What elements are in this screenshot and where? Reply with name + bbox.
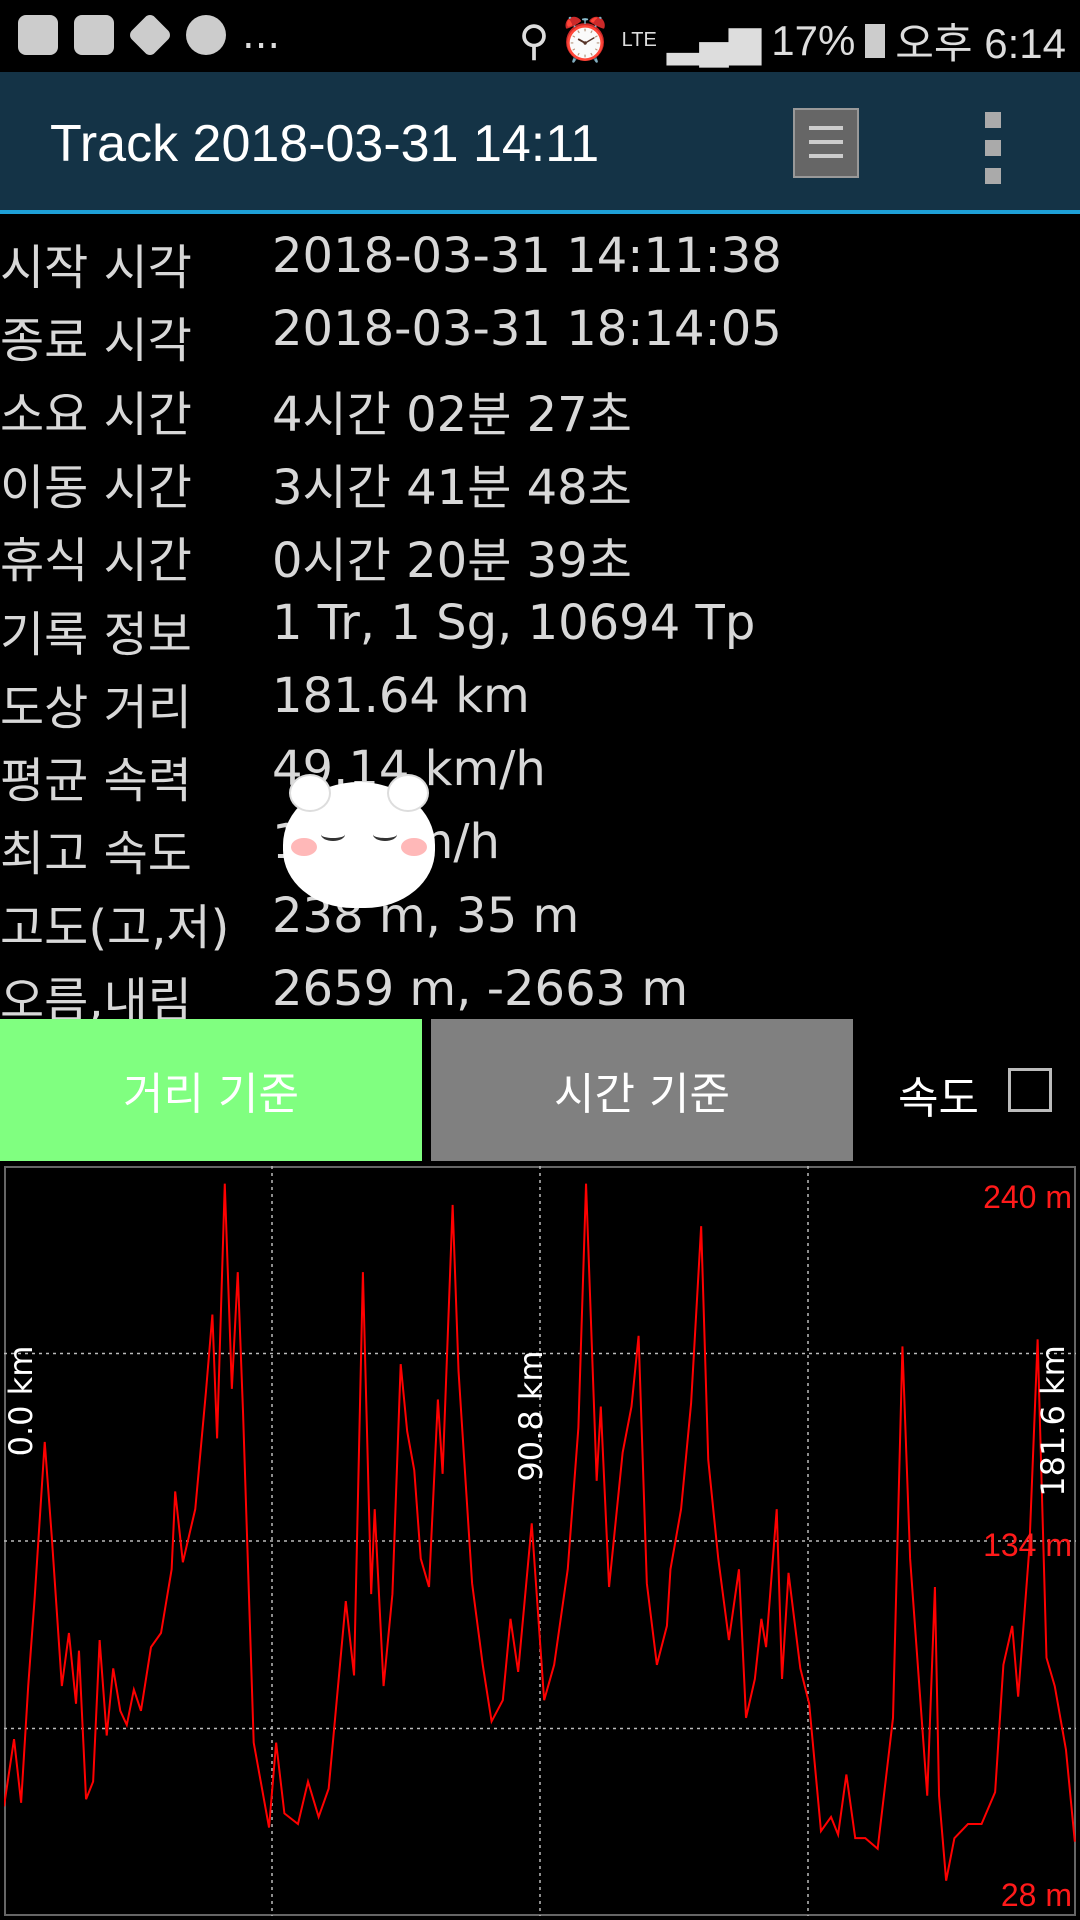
info-label: 기록 정보 <box>0 606 192 663</box>
more-vert-icon[interactable] <box>985 112 1005 196</box>
battery-percent: 17% <box>771 16 856 64</box>
elevation-chart: 0.0 km 90.8 km 181.6 km 240 m 134 m 28 m <box>4 1166 1076 1916</box>
info-label: 이동 시간 <box>0 459 192 516</box>
battery-icon <box>865 23 886 58</box>
clock: 오후 6:14 <box>895 20 1066 67</box>
info-value: 181.64 km <box>272 667 530 724</box>
y-tick-label: 28 m <box>1001 1877 1072 1913</box>
info-value: 2018-03-31 18:14:05 <box>272 301 782 358</box>
distance-basis-button[interactable]: 거리 기준 <box>0 1019 422 1161</box>
uplus-icon <box>18 15 58 55</box>
info-value: 3시간 41분 48초 <box>272 459 632 516</box>
speed-label: 속도 <box>898 1073 979 1124</box>
x-tick-label: 181.6 km <box>1034 1345 1072 1496</box>
elevation-line <box>4 1183 1076 1881</box>
info-label: 도상 거리 <box>0 679 192 736</box>
page-title: Track 2018-03-31 14:11 <box>50 115 600 173</box>
info-value: 0시간 20분 39초 <box>272 533 632 590</box>
info-value: 1 Tr, 1 Sg, 10694 Tp <box>272 594 756 651</box>
signal-icon: ▂▄▆ <box>666 17 762 64</box>
speed-checkbox[interactable] <box>1008 1068 1052 1112</box>
info-label: 평균 속력 <box>0 753 192 810</box>
y-tick-label: 240 m <box>983 1179 1072 1215</box>
network-type: LTE <box>621 29 657 51</box>
kakaotalk-icon <box>186 15 226 55</box>
navigation-icon <box>127 12 173 58</box>
x-tick-label: 90.8 km <box>512 1350 550 1481</box>
info-label: 휴식 시간 <box>0 533 192 590</box>
info-label: 소요 시간 <box>0 386 192 443</box>
info-value: 2659 m, -2663 m <box>272 961 689 1017</box>
info-label: 고도(고,저) <box>0 899 230 956</box>
alarm-icon: ⏰ <box>559 16 612 63</box>
x-tick-label: 0.0 km <box>4 1346 40 1457</box>
info-label: 종료 시각 <box>0 313 192 370</box>
list-icon[interactable] <box>793 108 859 178</box>
status-bar: ... ⚲ ⏰ LTE ▂▄▆ 17% 오후 6:14 <box>0 0 1080 72</box>
y-tick-label: 134 m <box>983 1527 1072 1563</box>
more-notifications: ... <box>242 12 281 58</box>
info-label: 최고 속도 <box>0 826 192 883</box>
app-bar: Track 2018-03-31 14:11 <box>0 72 1080 214</box>
time-basis-button[interactable]: 시간 기준 <box>431 1019 853 1161</box>
info-value: 4시간 02분 27초 <box>272 386 632 443</box>
gallery-icon <box>74 15 114 55</box>
sticker-face <box>283 774 435 908</box>
location-icon: ⚲ <box>518 17 550 64</box>
info-label: 시작 시각 <box>0 240 192 296</box>
info-value: 2018-03-31 14:11:38 <box>272 228 782 284</box>
